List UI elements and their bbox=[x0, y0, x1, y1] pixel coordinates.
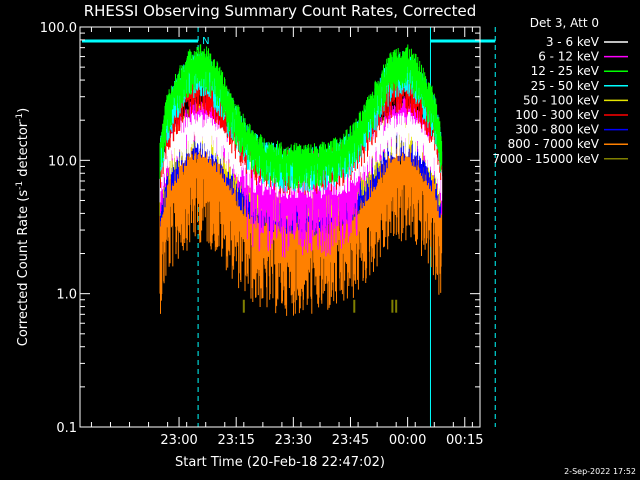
night-marker: N bbox=[202, 36, 209, 47]
plot-area: N bbox=[79, 27, 496, 427]
legend-label: 800 - 7000 keV bbox=[508, 137, 600, 151]
y-axis-ticks: 100.0 10.0 1.0 0.1 bbox=[40, 21, 480, 436]
x-tick-label: 23:15 bbox=[217, 433, 254, 448]
y-tick-label: 100.0 bbox=[40, 21, 77, 36]
legend-label: 50 - 100 keV bbox=[523, 93, 600, 107]
chart-title: RHESSI Observing Summary Count Rates, Co… bbox=[84, 2, 477, 20]
legend-header: Det 3, Att 0 bbox=[530, 16, 599, 30]
x-axis-label: Start Time (20-Feb-18 22:47:02) bbox=[175, 455, 385, 470]
x-tick-label: 00:00 bbox=[389, 433, 426, 448]
x-tick-label: 23:00 bbox=[160, 433, 197, 448]
legend-label: 100 - 300 keV bbox=[515, 108, 599, 122]
legend-label: 25 - 50 keV bbox=[531, 79, 600, 93]
footer-date: 2-Sep-2022 17:52 bbox=[564, 467, 636, 476]
x-tick-label: 23:30 bbox=[275, 433, 312, 448]
legend-label: 300 - 800 keV bbox=[515, 123, 599, 137]
series-12-25kev bbox=[159, 44, 443, 189]
plot-frame bbox=[79, 26, 481, 428]
y-tick-label: 10.0 bbox=[48, 154, 77, 169]
y-tick-label: 1.0 bbox=[56, 288, 77, 303]
legend-label: 3 - 6 keV bbox=[546, 35, 600, 49]
legend-label: 12 - 25 keV bbox=[531, 64, 600, 78]
x-tick-label: 23:45 bbox=[332, 433, 369, 448]
x-axis-ticks: 23:00 23:15 23:30 23:45 00:00 00:15 bbox=[90, 27, 483, 448]
y-tick-label: 0.1 bbox=[56, 421, 77, 436]
x-tick-label: 00:15 bbox=[446, 433, 483, 448]
legend-label: 7000 - 15000 keV bbox=[492, 152, 599, 166]
y-axis-label: Corrected Count Rate (s-1 detector-1) bbox=[15, 108, 31, 346]
legend-label: 6 - 12 keV bbox=[538, 50, 600, 64]
